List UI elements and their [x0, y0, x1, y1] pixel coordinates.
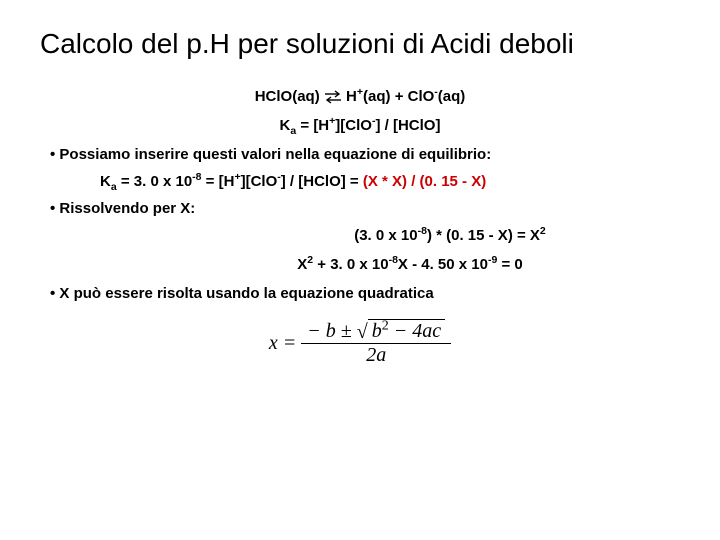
- eq1-lhs: HClO(aq): [255, 88, 320, 105]
- eq5-d: = 0: [497, 256, 522, 273]
- eq1-h-state: (aq): [363, 88, 391, 105]
- quad-denominator: 2a: [301, 343, 451, 367]
- eq4-bsup: 2: [540, 225, 546, 237]
- slide-title: Calcolo del p.H per soluzioni di Acidi d…: [40, 28, 680, 60]
- eq3-red: (X * X) / (0. 15 - X): [363, 173, 486, 190]
- eq3-asup: -8: [192, 171, 201, 183]
- quad-rad-sup: 2: [382, 318, 389, 333]
- ka-expression: Ka = [H+][ClO-] / [HClO]: [40, 117, 680, 134]
- eq4-a: (3. 0 x 10: [354, 227, 417, 244]
- eq3-a: = 3. 0 x 10: [117, 173, 192, 190]
- ka-mid: = [H: [296, 117, 329, 134]
- eq5-b: + 3. 0 x 10: [313, 256, 388, 273]
- eq3-b: = [H: [202, 173, 235, 190]
- quadratic-formula: x = − b ± b2 − 4ac 2a: [40, 320, 680, 367]
- equation-step1: (3. 0 x 10-8) * (0. 15 - X) = X2: [40, 227, 680, 244]
- eq4-b: ) * (0. 15 - X) = X: [427, 227, 540, 244]
- eq3-c: ][ClO: [241, 173, 278, 190]
- ka-mid3: ] / [HClO]: [375, 117, 440, 134]
- eq3-k: K: [100, 173, 111, 190]
- eq3-d: ] / [HClO] =: [281, 173, 363, 190]
- ka-mid2: ][ClO: [335, 117, 372, 134]
- quad-lhs: x =: [269, 332, 301, 354]
- slide: Calcolo del p.H per soluzioni di Acidi d…: [0, 0, 720, 367]
- equilibrium-arrows-icon: [324, 90, 342, 104]
- eq5-c: X - 4. 50 x 10: [398, 256, 488, 273]
- quad-rad-b: b: [372, 320, 382, 342]
- bullet-quadratic: X può essere risolta usando la equazione…: [40, 285, 680, 302]
- eq1-h: H: [346, 88, 357, 105]
- bullet-solve-x: Rissolvendo per X:: [40, 200, 680, 217]
- quad-num-a: − b ±: [307, 320, 356, 342]
- quad-rad-c: − 4ac: [389, 320, 441, 342]
- quad-numerator: − b ± b2 − 4ac: [301, 320, 451, 343]
- eq5-a: X: [297, 256, 307, 273]
- eq5-bsup: -8: [389, 254, 398, 266]
- eq5-csup: -9: [488, 254, 497, 266]
- eq4-asup: -8: [418, 225, 427, 237]
- bullet-insert-values: Possiamo inserire questi valori nella eq…: [40, 146, 680, 163]
- eq1-plus: + ClO: [391, 88, 435, 105]
- quad-fraction: − b ± b2 − 4ac 2a: [301, 320, 451, 367]
- ka-k: K: [280, 117, 291, 134]
- equilibrium-equation: HClO(aq) H+(aq) + ClO-(aq): [40, 88, 680, 105]
- ka-numeric-equation: Ka = 3. 0 x 10-8 = [H+][ClO-] / [HClO] =…: [40, 173, 680, 190]
- equation-step2: X2 + 3. 0 x 10-8X - 4. 50 x 10-9 = 0: [40, 256, 680, 273]
- eq1-clo-state: (aq): [438, 88, 466, 105]
- sqrt-icon: b2 − 4ac: [357, 320, 445, 343]
